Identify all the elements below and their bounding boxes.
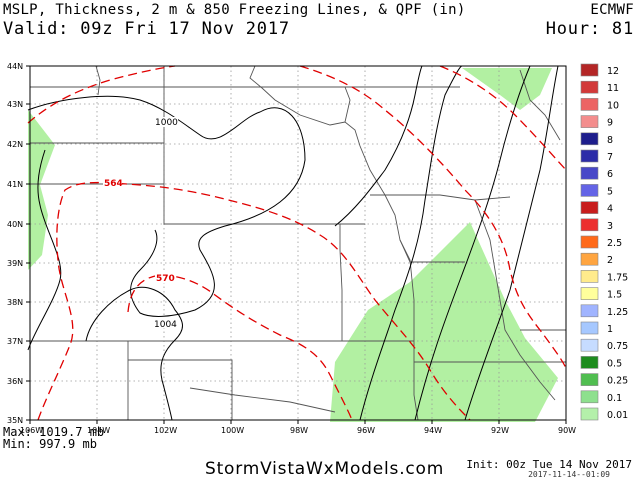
freezing-line-east-2	[439, 65, 567, 171]
colorbar-swatch	[580, 338, 599, 352]
colorbar-swatch	[580, 98, 599, 111]
colorbar-label: 3	[607, 221, 613, 232]
colorbar-label: 12	[607, 66, 619, 77]
thickness-570	[127, 274, 353, 421]
colorbar-swatch	[580, 235, 599, 249]
lat-label: 35N	[7, 416, 23, 425]
colorbar-swatch	[580, 80, 599, 94]
colorbar-swatch	[580, 356, 599, 369]
lat-label: 44N	[7, 62, 23, 71]
lat-label: 39N	[7, 259, 23, 268]
colorbar-swatch	[580, 373, 599, 386]
forecast-hour: Hour: 81	[545, 19, 634, 39]
colorbar-label: 6	[607, 169, 613, 180]
colorbar-swatch	[580, 218, 599, 232]
thickness-lines	[27, 65, 567, 421]
lon-label: 102W	[154, 426, 177, 435]
colorbar-label: 8	[607, 135, 613, 146]
map-gridlines	[30, 66, 566, 420]
colorbar-label: 5	[607, 186, 613, 197]
colorbar-swatch	[580, 304, 599, 318]
colorbar-swatch	[580, 287, 599, 300]
colorbar-label: 0.75	[607, 341, 628, 352]
colorbar-label: 1.75	[607, 272, 628, 283]
valid-time: Valid: 09z Fri 17 Nov 2017	[3, 19, 290, 39]
colorbar-swatch	[580, 132, 599, 146]
colorbar-label: 4	[607, 204, 613, 215]
isobar-label-1000: 1000	[155, 118, 178, 128]
colorbar-label: 9	[607, 118, 613, 129]
lat-label: 38N	[7, 298, 23, 307]
colorbar-swatch	[580, 321, 599, 335]
isobar-central	[334, 65, 423, 227]
colorbar-label: 1.25	[607, 307, 628, 318]
colorbar-label: 10	[607, 100, 619, 111]
colorbar-swatch	[580, 115, 599, 128]
lat-label: 42N	[7, 140, 23, 149]
colorbar-swatch	[580, 63, 599, 77]
model-name: ECMWF	[590, 2, 634, 18]
qpf-area-southeast	[330, 222, 558, 422]
colorbar-label: 2.5	[607, 238, 622, 249]
thickness-north	[27, 65, 176, 124]
lat-label: 37N	[7, 337, 23, 346]
lon-label: 92W	[491, 426, 509, 435]
isobar-east-3	[464, 65, 559, 421]
max-pressure: Max: 1019.7 mb	[3, 425, 105, 439]
qpf-fill-regions	[28, 68, 558, 422]
isobar-label-1004: 1004	[154, 320, 177, 330]
thickness-label-570: 570	[156, 274, 175, 284]
qpf-colorbar: 12 11 10 9 8 7 6 5 4 3 2.5 2 1.75 1.5 1.25 1 0.75 0.5 0.25…	[580, 63, 628, 421]
init-time: Init: 00z Tue 14 Nov 2017	[466, 458, 632, 471]
colorbar-label: 0.1	[607, 393, 622, 404]
isobar-1004	[85, 286, 183, 421]
qpf-area-west	[28, 110, 55, 270]
lat-label: 40N	[7, 220, 23, 229]
isobar-east-1	[359, 65, 463, 421]
lat-label: 36N	[7, 377, 23, 386]
min-pressure: Min: 997.9 mb	[3, 437, 97, 451]
thickness-564	[37, 181, 471, 421]
lat-label: 41N	[7, 180, 23, 189]
colorbar-label: 1	[607, 324, 613, 335]
colorbar-swatch	[580, 149, 599, 163]
colorbar-swatch	[580, 390, 599, 404]
colorbar-label: 1.5	[607, 290, 622, 301]
isobar-west	[27, 149, 62, 351]
colorbar-label: 0.5	[607, 358, 622, 369]
site-credit: StormVistaWxModels.com	[205, 459, 445, 479]
lon-label: 100W	[221, 426, 244, 435]
colorbar-label: 0.01	[607, 410, 628, 421]
colorbar-label: 7	[607, 152, 613, 163]
colorbar-label: 11	[607, 83, 619, 94]
colorbar-swatch	[580, 184, 599, 197]
tick-marks	[26, 65, 567, 424]
colorbar-swatch	[580, 270, 599, 283]
isobar-east-2	[414, 65, 531, 421]
colorbar-swatch	[580, 252, 599, 266]
lon-label: 106W	[20, 426, 43, 435]
colorbar-swatch	[580, 407, 599, 421]
lon-label: 94W	[424, 426, 442, 435]
lon-label: 90W	[558, 426, 576, 435]
lat-labels: 44N 43N 42N 41N 40N 39N 38N 37N 36N 35N	[7, 62, 23, 425]
thickness-label-564: 564	[104, 179, 123, 189]
lat-label: 43N	[7, 100, 23, 109]
colorbar-swatch	[580, 166, 599, 180]
colorbar-label: 2	[607, 255, 613, 266]
colorbar-label: 0.25	[607, 376, 628, 387]
lon-label: 104W	[87, 426, 110, 435]
map-title: MSLP, Thickness, 2 m & 850 Freezing Line…	[3, 2, 466, 18]
lon-label: 98W	[290, 426, 308, 435]
colorbar-swatch	[580, 201, 599, 214]
contour-labels: 1000 1004 564 570	[103, 117, 178, 330]
lon-label: 96W	[357, 426, 375, 435]
generated-timestamp: 2017-11-14--01:09	[528, 470, 610, 479]
freezing-line-east-1	[299, 65, 567, 369]
lon-labels: 106W 104W 102W 100W 98W 96W 94W 92W 90W	[20, 426, 576, 435]
